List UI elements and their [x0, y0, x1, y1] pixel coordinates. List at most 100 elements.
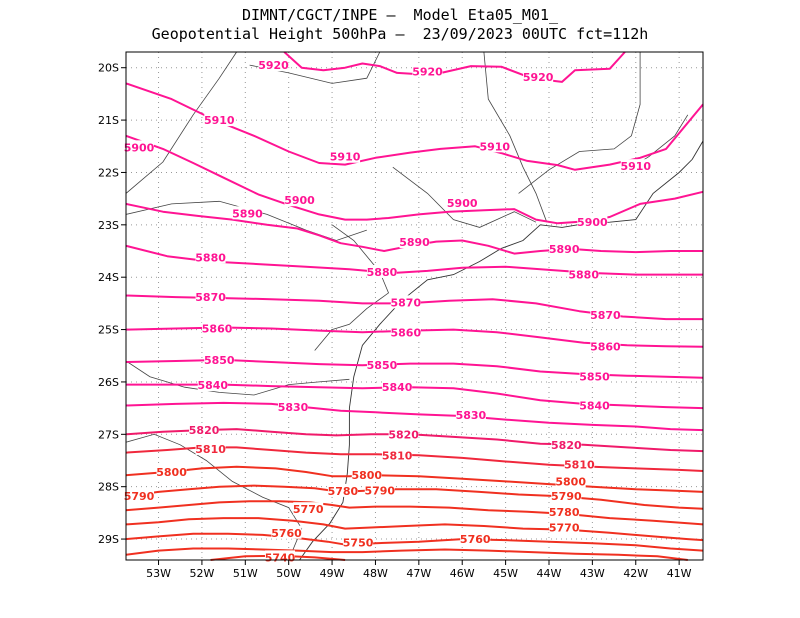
y-tick-label: 20S [98, 62, 119, 75]
contour-label-bg [590, 307, 621, 321]
contour-label-bg [577, 215, 608, 229]
state-boundary [392, 166, 537, 228]
x-tick-label: 51W [233, 567, 258, 580]
state-boundary [518, 52, 641, 194]
contour-line-5880 [125, 244, 703, 276]
y-tick-label: 24S [98, 271, 119, 284]
contour-label: 5820 [388, 428, 419, 441]
contour-label: 5790 [364, 484, 395, 497]
x-tick-label: 48W [363, 567, 388, 580]
contour-label: 5790 [124, 490, 155, 503]
contour-label: 5840 [382, 381, 413, 394]
x-tick-label: 41W [667, 567, 692, 580]
state-boundary [125, 360, 350, 396]
contour-label-bg [447, 195, 478, 209]
chart-title-line1: DIMNT/CGCT/INPE – Model Eta05_M01_ [241, 6, 559, 24]
contour-label: 5810 [382, 449, 413, 462]
contour-label-layer: 5920 5920 5920 5910 5910 5910 5910 5900 5900 5900… [124, 58, 651, 564]
contour-line-5760 [125, 532, 704, 552]
x-tick-label: 43W [580, 567, 605, 580]
contour-label: 5780 [328, 485, 359, 498]
contour-label: 5870 [391, 296, 422, 309]
contour-label: 5820 [551, 439, 582, 452]
y-tick-label: 29S [98, 533, 119, 546]
contour-label-bg [366, 358, 397, 372]
x-tick-label: 49W [320, 567, 345, 580]
coastline [299, 140, 704, 561]
contour-label-bg [197, 378, 228, 392]
x-tick-label: 45W [493, 567, 518, 580]
contour-label-bg [523, 70, 554, 84]
contour-label-bg [551, 437, 582, 451]
contour-label: 5780 [549, 506, 580, 519]
contour-label-bg [549, 520, 580, 534]
contour-label: 5870 [590, 309, 621, 322]
contour-label-bg [568, 267, 599, 281]
contour-label: 5830 [456, 409, 487, 422]
contour-label-bg [195, 441, 226, 455]
contour-label-bg [455, 407, 486, 421]
y-tick-label: 27S [98, 428, 119, 441]
contour-label: 5840 [197, 379, 228, 392]
contour-label: 5920 [412, 65, 443, 78]
contour-label: 5790 [551, 490, 582, 503]
contour-label-bg [271, 525, 302, 539]
x-tick-label: 52W [189, 567, 214, 580]
contour-label: 5760 [271, 527, 302, 540]
contour-line-5910 [125, 82, 704, 171]
y-tick-label: 26S [98, 376, 119, 389]
contour-label: 5890 [232, 207, 263, 220]
contour-label-bg [204, 352, 235, 366]
y-tick-label: 21S [98, 114, 119, 127]
contour-label-bg [351, 468, 382, 482]
contour-label-bg [564, 457, 595, 471]
contour-label-bg [382, 380, 413, 394]
contour-label: 5900 [284, 194, 315, 207]
contour-label: 5800 [156, 466, 187, 479]
contour-label: 5800 [555, 475, 586, 488]
contour-line-5920 [283, 51, 626, 83]
contour-label: 5820 [189, 424, 220, 437]
contour-label-bg [555, 474, 586, 488]
contour-label-bg [412, 64, 443, 78]
contour-label: 5850 [204, 354, 235, 367]
contour-label: 5890 [399, 236, 430, 249]
contour-label-bg [364, 483, 395, 497]
x-tick-label: 46W [450, 567, 475, 580]
contour-label-bg [390, 325, 421, 339]
contour-label-bg [293, 502, 324, 516]
contour-label: 5760 [460, 533, 491, 546]
contour-label: 5860 [590, 340, 621, 353]
contour-label: 5770 [549, 522, 580, 535]
y-tick-label: 23S [98, 219, 119, 232]
contour-label: 5860 [202, 323, 233, 336]
contour-label-bg [189, 423, 220, 437]
contour-label-bg [399, 235, 430, 249]
contour-label-bg [390, 295, 421, 309]
contour-label: 5920 [258, 59, 289, 72]
contour-label-bg [479, 139, 510, 153]
contour-label-bg [284, 193, 315, 207]
contour-label: 5840 [579, 400, 610, 413]
contour-label-bg [195, 250, 226, 264]
x-tick-label: 47W [406, 567, 431, 580]
y-tick-label: 22S [98, 166, 119, 179]
contour-line-5830 [125, 401, 704, 432]
plot-frame [125, 51, 704, 561]
contour-line-5780 [125, 500, 704, 526]
contour-line-5840 [126, 383, 704, 410]
contour-label: 5850 [579, 371, 610, 384]
state-boundary [125, 200, 367, 241]
y-tick-label: 28S [98, 481, 119, 494]
contour-line-5900 [125, 134, 704, 225]
contour-label: 5880 [195, 251, 226, 264]
x-tick-label: 44W [537, 567, 562, 580]
contour-label: 5900 [447, 197, 478, 210]
contour-label: 5850 [367, 359, 398, 372]
contour-label: 5920 [523, 71, 554, 84]
contour-label-bg [551, 489, 582, 503]
contour-label: 5910 [620, 160, 651, 173]
contour-label-bg [330, 149, 361, 163]
contour-label: 5910 [330, 151, 361, 164]
contour-label-bg [195, 290, 226, 304]
